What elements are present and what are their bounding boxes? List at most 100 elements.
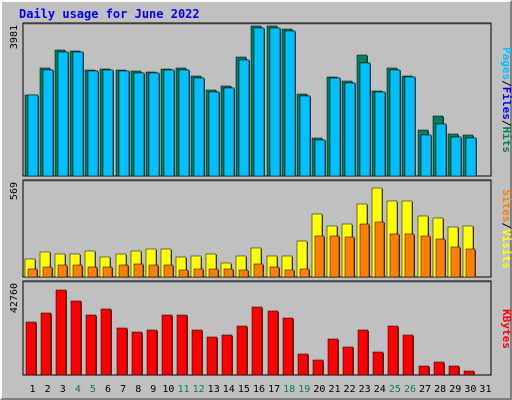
bar-sites-2 bbox=[42, 266, 53, 278]
x-tick-label-7: 7 bbox=[120, 384, 126, 395]
bar-pages-20 bbox=[314, 139, 326, 177]
bar-pages-2 bbox=[42, 69, 54, 177]
bar-pages-27 bbox=[420, 134, 432, 177]
y-max-label-kbytes: 42760 bbox=[9, 283, 20, 313]
bar-sites-26 bbox=[404, 233, 415, 278]
bar-pages-18 bbox=[284, 30, 296, 177]
bar-kbytes-11 bbox=[176, 314, 188, 376]
bar-kbytes-26 bbox=[402, 334, 414, 376]
x-tick-label-9: 9 bbox=[150, 384, 156, 395]
legend-part-2: Visits bbox=[500, 229, 512, 269]
bar-sites-17 bbox=[269, 266, 280, 278]
x-tick-label-19: 19 bbox=[298, 384, 310, 395]
bar-pages-1 bbox=[27, 94, 39, 177]
bar-pages-30 bbox=[465, 137, 477, 177]
x-tick-label-8: 8 bbox=[135, 384, 141, 395]
bar-pages-17 bbox=[269, 27, 281, 177]
bar-sites-22 bbox=[344, 236, 355, 278]
x-tick-label-23: 23 bbox=[359, 384, 371, 395]
bar-sites-3 bbox=[57, 264, 68, 278]
bar-pages-28 bbox=[435, 123, 447, 177]
x-tick-label-30: 30 bbox=[464, 384, 476, 395]
bar-kbytes-21 bbox=[327, 338, 339, 376]
x-tick-label-18: 18 bbox=[283, 384, 295, 395]
bar-kbytes-29 bbox=[448, 365, 460, 376]
x-tick-label-15: 15 bbox=[238, 384, 250, 395]
bar-pages-24 bbox=[374, 91, 386, 177]
bar-sites-21 bbox=[329, 235, 340, 278]
x-tick-label-13: 13 bbox=[208, 384, 220, 395]
x-tick-label-6: 6 bbox=[105, 384, 111, 395]
bar-pages-7 bbox=[118, 70, 130, 177]
x-tick-label-12: 12 bbox=[193, 384, 205, 395]
y-max-label-visits-sites: 569 bbox=[9, 182, 20, 200]
bar-kbytes-18 bbox=[282, 317, 294, 376]
bar-kbytes-8 bbox=[131, 331, 143, 376]
bar-pages-9 bbox=[148, 72, 160, 177]
bar-sites-7 bbox=[118, 264, 129, 278]
legend-part-1: / bbox=[500, 80, 512, 87]
bar-sites-30 bbox=[465, 248, 476, 278]
legend-hits-files-pages: Pages/Files/Hits bbox=[500, 47, 512, 153]
bar-pages-29 bbox=[450, 136, 462, 177]
bar-pages-14 bbox=[223, 87, 235, 177]
legend-part-0: Pages bbox=[500, 47, 512, 80]
bar-sites-11 bbox=[178, 269, 189, 278]
bar-kbytes-9 bbox=[146, 329, 158, 376]
x-tick-label-25: 25 bbox=[389, 384, 401, 395]
bar-sites-29 bbox=[450, 246, 461, 278]
legend-part-1: / bbox=[500, 222, 512, 229]
bar-sites-20 bbox=[314, 235, 325, 278]
y-max-label-hits-files-pages: 3981 bbox=[9, 25, 20, 49]
bar-pages-12 bbox=[193, 77, 205, 177]
bar-pages-21 bbox=[329, 77, 341, 177]
legend-part-2: Files bbox=[500, 87, 512, 120]
x-tick-label-31: 31 bbox=[479, 384, 491, 395]
bar-kbytes-12 bbox=[191, 329, 203, 376]
bar-sites-27 bbox=[420, 235, 431, 278]
bar-sites-12 bbox=[193, 268, 204, 278]
bar-sites-4 bbox=[72, 264, 83, 278]
bar-sites-9 bbox=[148, 264, 159, 278]
bar-sites-5 bbox=[87, 266, 98, 278]
bar-pages-23 bbox=[359, 62, 371, 177]
x-tick-label-16: 16 bbox=[253, 384, 265, 395]
x-tick-label-14: 14 bbox=[223, 384, 235, 395]
bar-pages-8 bbox=[133, 72, 145, 177]
bar-sites-14 bbox=[223, 268, 234, 278]
legend-visits-sites: Sites/Visits bbox=[500, 189, 512, 269]
bar-pages-11 bbox=[178, 69, 190, 177]
bar-sites-28 bbox=[435, 238, 446, 278]
legend-part-0: KBytes bbox=[500, 309, 512, 349]
x-tick-label-17: 17 bbox=[268, 384, 280, 395]
bar-sites-19 bbox=[299, 268, 310, 278]
bar-kbytes-7 bbox=[116, 327, 128, 376]
bar-kbytes-14 bbox=[221, 334, 233, 376]
bar-kbytes-5 bbox=[85, 314, 97, 376]
bar-pages-3 bbox=[57, 51, 69, 177]
bar-kbytes-3 bbox=[55, 289, 67, 376]
x-tick-label-21: 21 bbox=[328, 384, 340, 395]
bar-pages-13 bbox=[208, 91, 220, 177]
bar-pages-26 bbox=[404, 76, 416, 177]
bar-sites-6 bbox=[102, 266, 113, 278]
bar-kbytes-1 bbox=[25, 321, 37, 376]
x-tick-label-24: 24 bbox=[374, 384, 386, 395]
chart-title: Daily usage for June 2022 bbox=[19, 7, 200, 21]
bar-kbytes-13 bbox=[206, 336, 218, 376]
bar-kbytes-10 bbox=[161, 314, 173, 376]
x-tick-label-2: 2 bbox=[45, 384, 51, 395]
bar-pages-4 bbox=[72, 51, 84, 177]
bar-kbytes-2 bbox=[40, 312, 52, 376]
x-tick-label-10: 10 bbox=[162, 384, 174, 395]
bar-sites-18 bbox=[284, 269, 295, 278]
bar-pages-25 bbox=[389, 69, 401, 177]
bar-kbytes-6 bbox=[100, 308, 112, 376]
x-tick-label-20: 20 bbox=[313, 384, 325, 395]
x-tick-label-11: 11 bbox=[177, 384, 189, 395]
bar-kbytes-19 bbox=[297, 353, 309, 376]
bar-sites-16 bbox=[253, 263, 264, 278]
bar-sites-1 bbox=[27, 268, 38, 278]
x-tick-label-3: 3 bbox=[60, 384, 66, 395]
